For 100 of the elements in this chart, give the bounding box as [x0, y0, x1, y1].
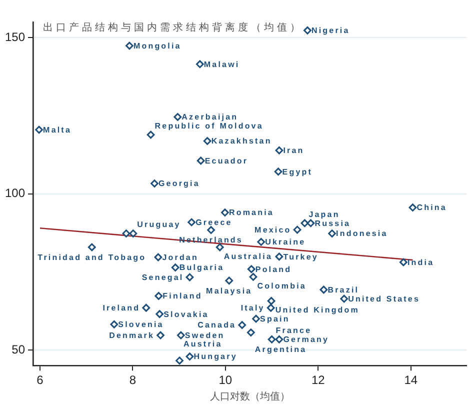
point	[293, 226, 302, 234]
point	[154, 292, 163, 300]
point	[122, 230, 130, 238]
annotation: Romania	[228, 208, 274, 218]
point	[304, 26, 312, 34]
annotation: Jordan	[162, 252, 198, 262]
point	[400, 258, 408, 266]
point	[246, 328, 255, 336]
annotation: Ecuador	[204, 156, 248, 166]
annotation: China	[416, 203, 447, 212]
point	[150, 180, 158, 188]
point	[267, 296, 276, 305]
point	[186, 273, 194, 282]
annotation: India	[407, 258, 434, 267]
point	[257, 238, 266, 246]
x-tick-label: 12	[311, 373, 326, 388]
annotation: Republic of Moldova	[154, 121, 264, 130]
point	[268, 335, 276, 344]
annotation: Ireland	[102, 304, 140, 313]
point	[110, 320, 118, 328]
annotation: Ukraine	[265, 238, 306, 247]
annotation: Colombia	[257, 282, 306, 291]
point	[126, 42, 134, 50]
y-tick-label: 50	[12, 342, 26, 356]
annotation: Indonesia	[336, 229, 388, 238]
annotation: Germany	[283, 335, 330, 344]
annotation: United States	[348, 294, 420, 304]
annotation: Spain	[260, 314, 290, 324]
point	[300, 219, 309, 228]
annotation: Argentina	[254, 345, 307, 354]
point	[252, 314, 260, 323]
annotation: Malta	[43, 125, 72, 134]
annotation: Slovakia	[164, 310, 209, 319]
annotation: Turkey	[283, 252, 318, 262]
annotation: Canada	[198, 320, 236, 330]
point	[129, 230, 138, 238]
annotation: Hungary	[194, 352, 238, 362]
y-tick-label: 150	[4, 30, 26, 44]
annotation: Georgia	[158, 179, 200, 188]
point	[306, 219, 315, 228]
annotation: Trinidad and Tobago	[38, 252, 146, 262]
y-axis-title: 出口产品结构与国内需求结构背离度（均值）	[43, 22, 304, 34]
point	[275, 252, 284, 261]
annotation: Russia	[314, 218, 351, 228]
point	[340, 294, 348, 303]
annotation: Greece	[196, 218, 232, 227]
annotation: Slovenia	[118, 320, 164, 330]
annotation: United Kingdom	[275, 306, 360, 315]
point	[186, 352, 194, 360]
annotation: Azerbaijan	[182, 112, 238, 122]
point	[188, 218, 196, 226]
annotation: Brazil	[328, 285, 360, 294]
annotation: Iran	[283, 146, 304, 156]
x-tick-label: 6	[36, 373, 44, 388]
annotation: Malawi	[204, 60, 240, 69]
annotation: Australia	[224, 252, 272, 261]
annotation: Mexico	[254, 225, 292, 234]
annotation: Italy	[240, 304, 265, 313]
point	[275, 146, 284, 154]
annotation: Japan	[308, 210, 340, 219]
annotation: Poland	[255, 264, 292, 274]
x-tick-label: 8	[129, 373, 136, 388]
x-axis-title: 人口对数（均值）	[210, 390, 290, 403]
x-tick-label: 10	[218, 373, 232, 388]
point	[146, 130, 155, 139]
point	[156, 331, 164, 340]
annotation: Malaysia	[206, 286, 252, 296]
y-tick-label: 100	[4, 186, 26, 200]
point	[249, 272, 258, 281]
point	[207, 226, 215, 234]
annotation: Finland	[162, 292, 202, 301]
annotation: Nigeria	[311, 26, 350, 36]
point	[176, 356, 184, 365]
x-tick-label: 14	[404, 373, 418, 388]
annotation: Uruguay	[137, 220, 181, 230]
point	[203, 137, 212, 145]
point	[35, 126, 43, 134]
point	[238, 321, 246, 329]
point	[408, 204, 417, 212]
annotation: France	[276, 326, 312, 336]
point	[156, 310, 164, 318]
annotation: Denmark	[109, 331, 155, 340]
point	[225, 276, 234, 285]
point	[247, 265, 256, 274]
point	[176, 331, 185, 340]
annotation: Bulgaria	[179, 263, 224, 272]
point	[174, 113, 182, 121]
annotation: Austria	[184, 339, 222, 348]
point	[216, 243, 224, 252]
annotation: Mongolia	[133, 41, 182, 50]
point	[154, 253, 162, 262]
point	[275, 335, 284, 344]
annotation: Senegal	[142, 272, 184, 282]
annotation: Kazakhstan	[211, 136, 272, 146]
point	[142, 304, 150, 312]
point	[88, 243, 96, 252]
point	[266, 304, 275, 312]
point	[196, 60, 204, 68]
annotation: Egypt	[282, 167, 313, 176]
point	[274, 168, 282, 176]
